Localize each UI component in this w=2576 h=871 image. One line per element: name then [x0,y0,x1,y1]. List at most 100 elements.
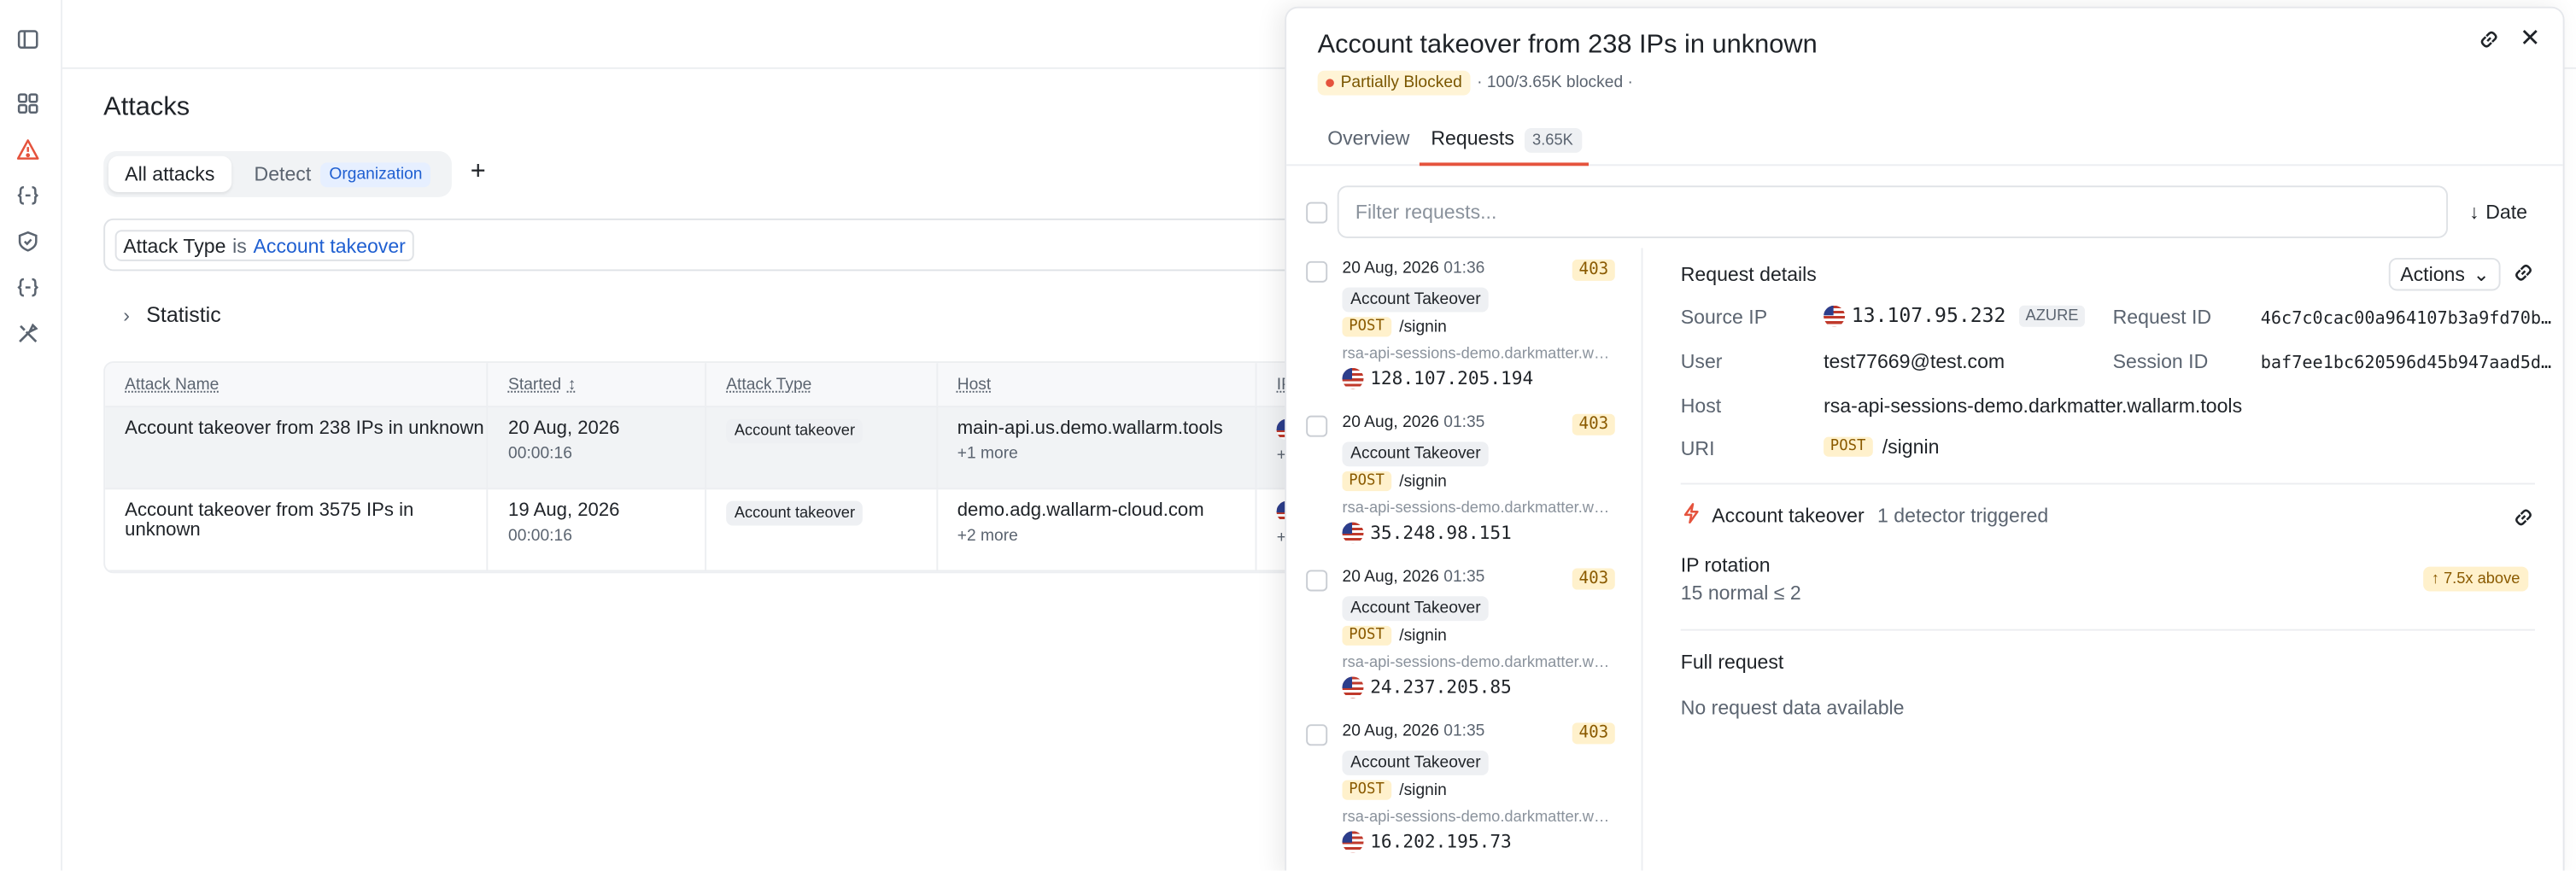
api-icon[interactable] [15,183,41,209]
filter-field: Attack Type [123,234,226,258]
requests-count-badge: 3.65K [1524,128,1582,153]
attacks-table: Attack Name Started↕ Attack Type Host IP… [103,361,1353,574]
statistic-toggle[interactable]: › Statistic [123,302,220,327]
request-item[interactable]: 20 Aug, 2026 01:36 403 Account Takeover … [1286,248,1641,402]
api-icon-2[interactable] [15,274,41,301]
filter-chip[interactable]: Attack Type is Account takeover [114,230,414,261]
column-attack-name[interactable]: Attack Name [105,363,489,406]
statistic-label: Statistic [146,301,221,327]
column-label: Started [508,375,562,394]
tab-detect[interactable]: Detect Organization [237,156,447,192]
started-time: 00:00:16 [508,527,572,546]
request-checkbox[interactable] [1306,415,1328,437]
column-attack-type[interactable]: Attack Type [706,363,938,406]
page-title: Attacks [103,93,190,122]
request-date: 20 Aug, 2026 01:35 [1342,414,1484,432]
link-icon[interactable] [2512,261,2535,284]
warning-icon[interactable] [15,137,41,163]
close-icon[interactable]: ✕ [2520,24,2541,53]
select-all-checkbox[interactable] [1306,202,1328,224]
divider [1680,628,2535,631]
method-badge: POST [1824,436,1873,457]
time-text: 01:36 [1443,259,1485,278]
request-ip: 35.248.98.151 [1342,522,1512,544]
type-cell: Account takeover [706,489,938,570]
us-flag-icon [1342,676,1364,699]
host-value: demo.adg.wallarm-cloud.com [957,500,1204,521]
host-value: main-api.us.demo.wallarm.tools [957,418,1223,439]
method-badge: POST [1342,625,1391,646]
method-badge: POST [1342,780,1391,800]
chevron-down-icon: ⌄ [2473,262,2490,286]
tools-icon[interactable] [15,320,41,347]
started-cell: 19 Aug, 2026 00:00:16 [489,489,707,570]
no-data-text: No request data available [1680,696,1905,720]
host-more[interactable]: +1 more [957,445,1018,464]
request-checkbox[interactable] [1306,570,1328,592]
tab-overview[interactable]: Overview [1327,126,1410,150]
request-path: /signin [1399,780,1447,799]
table-row[interactable]: Account takeover from 3575 IPs in unknow… [105,489,1351,572]
started-cell: 20 Aug, 2026 00:00:16 [489,407,707,488]
status-badge: Partially Blocked [1317,70,1471,96]
date-text: 20 Aug, 2026 [1342,413,1439,432]
request-type-badge: Account Takeover [1342,596,1490,622]
source-ip-value: 13.107.95.232 AZURE [1824,304,2086,327]
ip-rotation-label: IP rotation [1680,553,1771,577]
request-type-badge: Account Takeover [1342,441,1490,467]
ip-text: 24.237.205.85 [1370,676,1512,699]
session-id-value[interactable]: baf7ee1bc620596d45b947aad5d… [2260,353,2552,373]
link-icon[interactable] [2478,28,2501,51]
request-checkbox[interactable] [1306,724,1328,746]
shield-icon[interactable] [15,228,41,254]
filter-requests-input[interactable]: Filter requests... [1337,185,2449,238]
table-row[interactable]: Account takeover from 238 IPs in unknown… [105,407,1351,490]
sort-icon: ↕ [567,375,577,394]
request-item[interactable]: 20 Aug, 2026 01:35 403 Account Takeover … [1286,402,1641,557]
column-started[interactable]: Started ↕ [489,363,707,406]
detector-count: 1 detector triggered [1877,504,2049,528]
started-date: 19 Aug, 2026 [508,500,620,521]
status-label: Partially Blocked [1340,73,1462,92]
status-code-badge: 403 [1572,568,1615,590]
detector-header: Account takeover 1 detector triggered [1681,503,2048,529]
ip-more[interactable]: + [1276,447,1287,465]
attack-status: Partially Blocked · 100/3.65K blocked · [1317,70,1633,96]
request-method: POST/signin [1342,780,1447,800]
host-more[interactable]: +2 more [957,527,1018,546]
ip-text: 128.107.205.194 [1370,367,1534,389]
actions-button[interactable]: Actions ⌄ [2388,257,2502,291]
host-value: rsa-api-sessions-demo.darkmatter.wallarm… [1824,394,2243,418]
us-flag-icon [1824,304,1846,326]
request-checkbox[interactable] [1306,260,1328,283]
ip-more[interactable]: + [1276,529,1287,547]
user-label: User [1680,349,1723,373]
tab-requests[interactable]: Requests 3.65K [1431,126,1582,153]
tab-label: All attacks [125,162,215,186]
request-item[interactable]: 20 Aug, 2026 01:35 403 Account Takeover … [1286,557,1641,711]
provider-badge: AZURE [2018,304,2086,326]
attack-name: Account takeover from 238 IPs in unknown [105,407,489,488]
attack-tabs: All attacks Detect Organization [103,150,453,197]
request-date: 20 Aug, 2026 01:35 [1342,722,1484,740]
tab-all-attacks[interactable]: All attacks [108,155,231,193]
request-item[interactable]: 20 Aug, 2026 01:35 403 Account Takeover … [1286,711,1641,866]
link-icon[interactable] [2512,506,2535,529]
column-host[interactable]: Host [938,363,1257,406]
started-time: 00:00:16 [508,445,572,464]
us-flag-icon [1342,367,1364,389]
attack-name: Account takeover from 3575 IPs in unknow… [105,489,489,570]
request-host: rsa-api-sessions-demo.darkmatter.wallarm… [1342,499,1613,517]
request-id-value[interactable]: 46c7c0cac00a964107b3a9fd70b… [2260,308,2552,329]
request-type-badge: Account Takeover [1342,287,1490,313]
attack-drawer: Account takeover from 238 IPs in unknown… [1285,6,2565,871]
sort-date-button[interactable]: ↓ Date [2469,201,2527,224]
filter-bar[interactable]: Attack Type is Account takeover [103,218,1353,272]
date-text: 20 Aug, 2026 [1342,568,1439,587]
request-id-label: Request ID [2112,305,2212,329]
panel-toggle-icon[interactable] [15,26,41,53]
drawer-tabs: Overview Requests 3.65K [1286,114,2563,167]
request-host: rsa-api-sessions-demo.darkmatter.wallarm… [1342,344,1613,364]
add-tab-button[interactable]: + [470,157,486,186]
dashboard-icon[interactable] [15,91,41,117]
